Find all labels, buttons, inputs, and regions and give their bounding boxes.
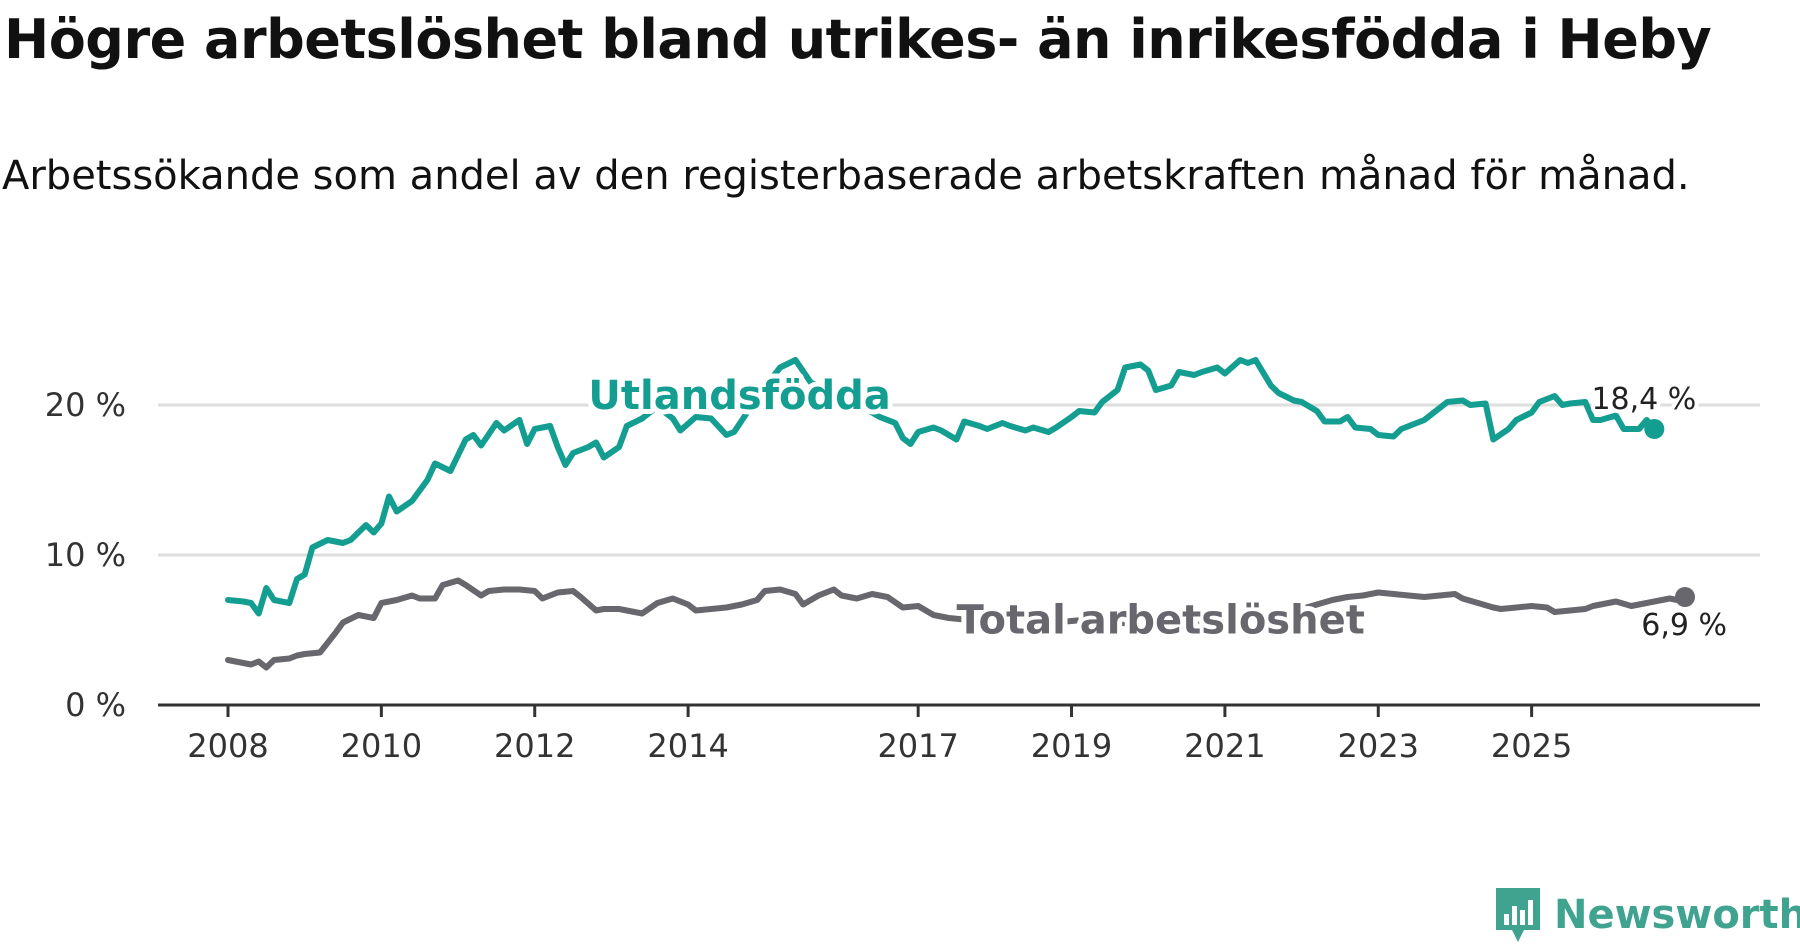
y-tick-label: 0 % bbox=[65, 686, 126, 724]
y-tick-label: 20 % bbox=[45, 386, 126, 424]
end-value-label-total: 6,9 % bbox=[1641, 608, 1727, 643]
newsworthy-logo-text: Newsworthy bbox=[1554, 892, 1800, 938]
series-end-marker bbox=[1675, 587, 1695, 607]
x-tick-label: 2019 bbox=[1031, 727, 1112, 765]
newsworthy-logo-icon bbox=[1496, 888, 1540, 942]
x-tick-label: 2021 bbox=[1184, 727, 1265, 765]
series-labels: Utlandsfödda Total arbetslöshet 18,4 % 6,9 … bbox=[583, 368, 1731, 649]
x-tick-label: 2012 bbox=[494, 727, 575, 765]
series-line-utlandsfodda bbox=[225, 357, 1658, 617]
x-tick-label: 2008 bbox=[187, 727, 268, 765]
axes: 0 % 10 % 20 % 2008 2010 2012 2014 2017 2019 2021 2… bbox=[45, 386, 1760, 765]
series-label-utlandsfodda: Utlandsfödda bbox=[588, 373, 890, 419]
series-lines bbox=[225, 357, 1695, 671]
gridlines bbox=[158, 403, 1760, 557]
chart-subtitle: Arbetssökande som andel av den registerb… bbox=[2, 153, 1690, 199]
series-line-total bbox=[225, 577, 1688, 671]
y-tick-label: 10 % bbox=[45, 536, 126, 574]
x-tick-label: 2014 bbox=[647, 727, 728, 765]
series-label-total: Total arbetslöshet bbox=[957, 598, 1365, 644]
newsworthy-logo[interactable]: Newsworthy bbox=[1494, 886, 1800, 944]
x-tick-label: 2025 bbox=[1491, 727, 1572, 765]
end-value-label-utlandsfodda: 18,4 % bbox=[1591, 382, 1696, 417]
x-tick-label: 2010 bbox=[341, 727, 422, 765]
series-end-marker bbox=[1644, 419, 1665, 439]
x-tick-label: 2017 bbox=[877, 727, 958, 765]
x-tick-label: 2023 bbox=[1338, 727, 1419, 765]
chart-title: Högre arbetslöshet bland utrikes- än inr… bbox=[4, 8, 1712, 71]
